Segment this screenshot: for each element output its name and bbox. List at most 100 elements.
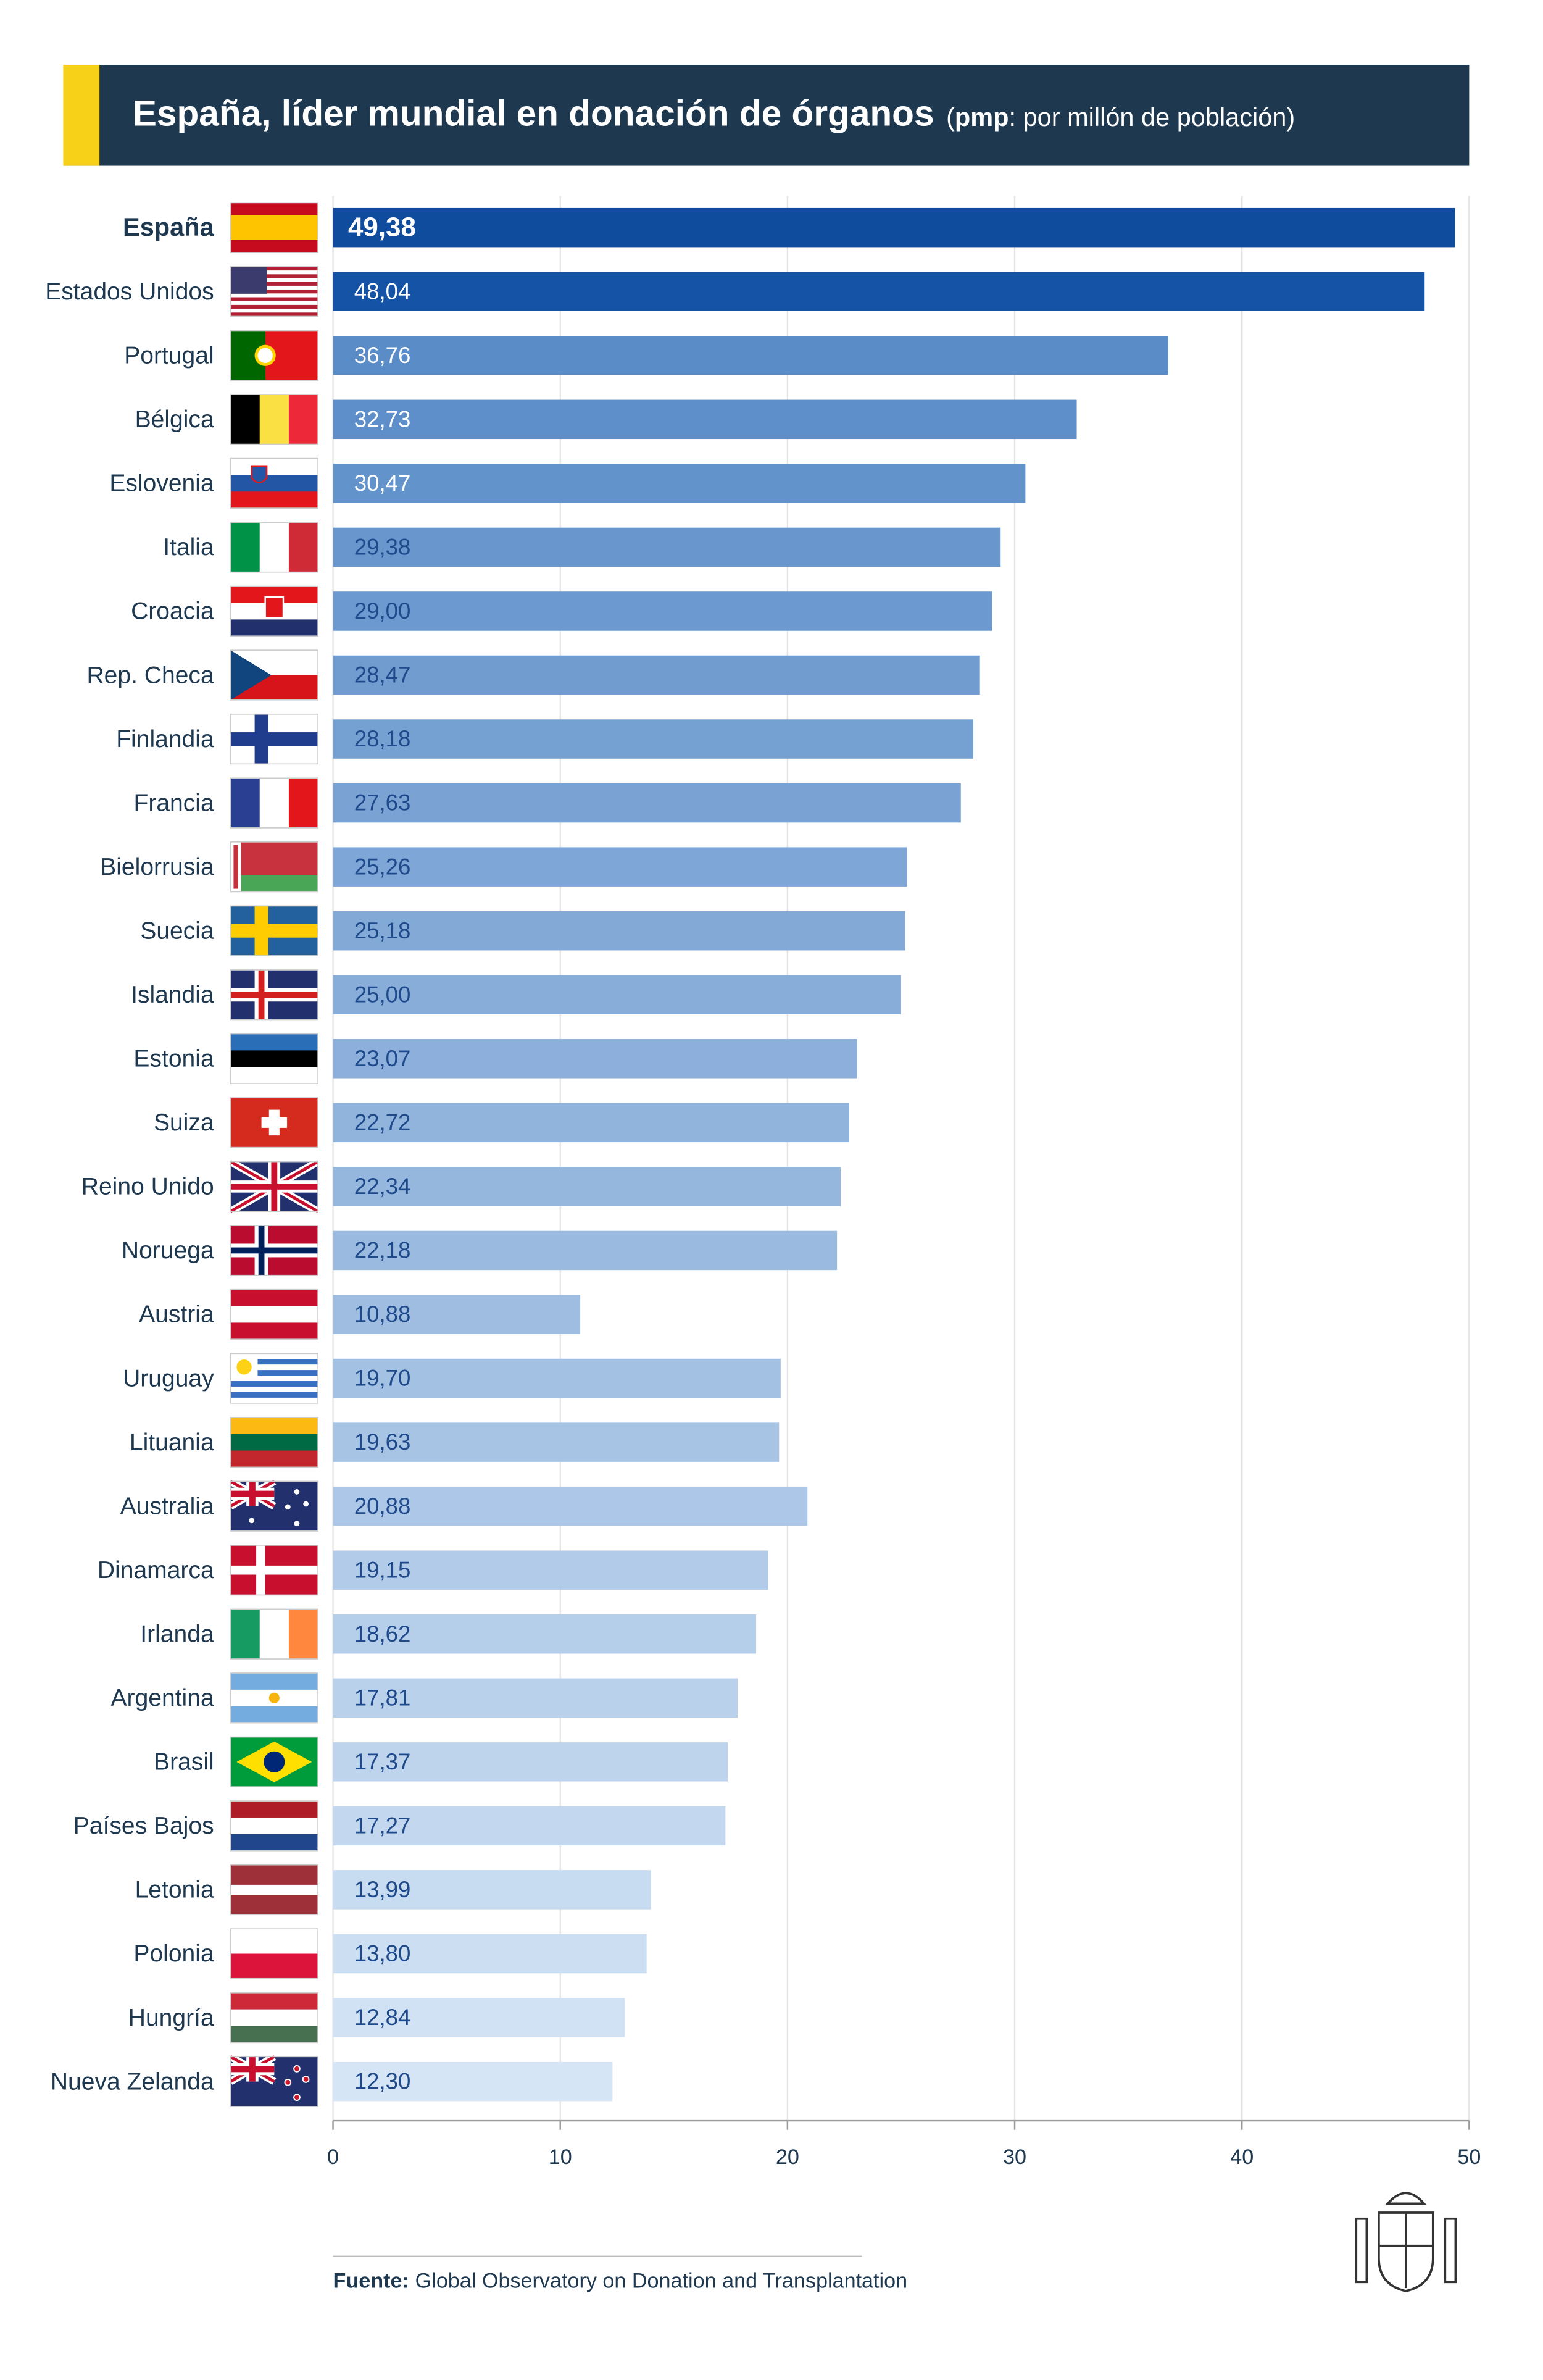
flag (230, 266, 318, 317)
y-tick-label: Hungría (128, 2005, 214, 2031)
x-tick-label: 30 (1003, 2145, 1026, 2169)
flag-border (230, 777, 318, 829)
flag-part (230, 203, 318, 216)
flag-border (230, 1992, 318, 2044)
flag-part (233, 845, 238, 889)
value-label: 29,38 (354, 535, 411, 560)
bar (333, 1550, 768, 1590)
flag-border (230, 394, 318, 445)
bar (333, 655, 980, 695)
x-tick-label: 0 (327, 2145, 339, 2169)
flag-part (230, 732, 318, 746)
bar (333, 1742, 728, 1782)
flag-part (230, 1565, 318, 1575)
flag-part (284, 2078, 292, 2086)
bar (333, 1230, 838, 1271)
value-label: 36,76 (354, 343, 411, 368)
flag-part (230, 1381, 318, 1387)
bar (333, 1103, 850, 1143)
y-tick-label: Austria (139, 1301, 214, 1328)
x-tick-label: 40 (1230, 2145, 1254, 2169)
flag-part (230, 1353, 318, 1359)
value-label: 12,30 (354, 2069, 411, 2094)
flag-border (230, 1672, 318, 1724)
flag-border (230, 1416, 318, 1468)
flag (230, 1928, 318, 1979)
flag-part (230, 1386, 318, 1393)
value-label: 18,62 (354, 1621, 411, 1647)
flag (230, 1097, 318, 1148)
flag (230, 777, 318, 829)
flag (230, 1608, 318, 1660)
flag-part (230, 240, 318, 253)
y-tick-label: Argentina (111, 1685, 214, 1711)
flag-part (236, 1359, 252, 1375)
flag-part (230, 1322, 318, 1340)
bar (333, 847, 907, 887)
flag-part (230, 2026, 318, 2043)
bar (333, 1295, 581, 1334)
flag-part (264, 596, 285, 619)
bar (333, 911, 905, 951)
flag (230, 1736, 318, 1787)
flag-border (230, 1800, 318, 1852)
y-tick-label: Italia (163, 534, 214, 561)
value-label: 20,88 (354, 1493, 411, 1519)
flag-border (230, 1480, 318, 1532)
y-tick-label: Brasil (154, 1749, 214, 1776)
shield (1378, 2211, 1434, 2292)
bar (333, 1358, 781, 1398)
flag-part (230, 650, 272, 700)
flag (230, 1672, 318, 1724)
flag-border (230, 1928, 318, 1979)
flag-part (230, 522, 260, 572)
flag (230, 585, 318, 637)
flag-part (254, 344, 276, 366)
y-tick-label: Nueva Zelanda (51, 2068, 214, 2095)
flag-part (230, 395, 260, 445)
value-label: 19,70 (354, 1366, 411, 1391)
flag (230, 522, 318, 573)
y-tick-label: Bélgica (135, 406, 214, 433)
bar (333, 975, 901, 1014)
flag-part (288, 395, 318, 445)
y-tick-label: Polonia (133, 1940, 214, 1967)
bar (333, 1422, 780, 1462)
chart-title: España, líder mundial en donación de órg… (133, 93, 934, 133)
bar (333, 1998, 625, 2037)
value-label: 49,38 (348, 212, 416, 243)
value-label: 29,00 (354, 598, 411, 624)
flag (230, 394, 318, 445)
flag-part (230, 1895, 318, 1915)
bar (333, 783, 961, 823)
flag-part (230, 1490, 275, 1497)
flag-part (264, 1751, 285, 1772)
flag-border (230, 905, 318, 956)
bar (333, 336, 1168, 375)
flag (230, 1800, 318, 1852)
flag-part (230, 215, 318, 241)
flag-part (230, 1067, 318, 1084)
flag-part (230, 301, 318, 306)
flag-part (230, 1706, 318, 1724)
flag-part (293, 2094, 301, 2102)
chart-subtitle: (pmp: por millón de población) (946, 102, 1295, 132)
flag-part (288, 1609, 318, 1660)
value-label: 19,63 (354, 1429, 411, 1455)
flag (230, 1288, 318, 1340)
flag-part (230, 1392, 318, 1398)
flag-part (230, 1609, 260, 1660)
value-label: 30,47 (354, 470, 411, 496)
flag-part (230, 278, 318, 283)
flag-part (230, 875, 318, 892)
value-label: 13,80 (354, 1941, 411, 1966)
flag-part (230, 1884, 318, 1895)
y-tick-label: Rep. Checa (86, 662, 214, 688)
y-tick-label: Croacia (131, 598, 214, 625)
flag-part (294, 1489, 300, 1495)
flag-border (230, 969, 318, 1021)
y-tick-label: Letonia (135, 1877, 214, 1903)
flag-part (230, 1306, 318, 1323)
y-tick-label: Irlanda (140, 1621, 214, 1648)
